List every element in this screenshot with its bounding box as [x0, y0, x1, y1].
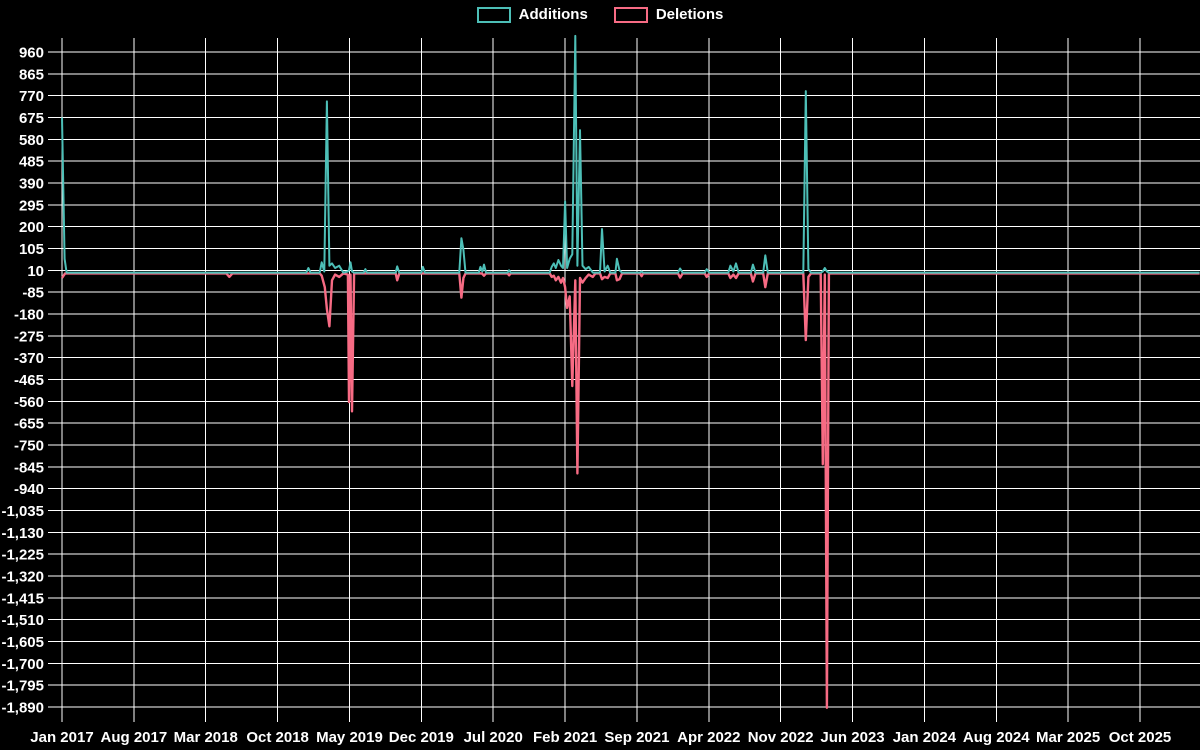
y-tick-label: -465	[14, 372, 44, 389]
y-tick-label: 865	[19, 66, 44, 83]
y-tick-label: -1,700	[1, 656, 44, 673]
y-tick-label: -1,510	[1, 612, 44, 629]
y-tick-label: -1,225	[1, 547, 44, 564]
y-tick-label: -275	[14, 328, 44, 345]
legend-label-deletions: Deletions	[655, 6, 724, 23]
additions-swatch-icon	[476, 6, 511, 23]
legend-item-additions[interactable]: Additions	[476, 6, 588, 23]
y-tick-label: 105	[19, 241, 44, 258]
y-tick-label: 580	[19, 132, 44, 149]
y-tick-label: -560	[14, 394, 44, 411]
chart-legend: Additions Deletions	[0, 6, 1200, 23]
y-tick-label: -1,320	[1, 568, 44, 585]
y-tick-label: 295	[19, 197, 44, 214]
y-tick-label: -1,035	[1, 503, 44, 520]
y-tick-label: -370	[14, 350, 44, 367]
x-tick-label: Apr 2022	[677, 729, 740, 746]
y-tick-label: 10	[27, 263, 44, 280]
y-tick-label: -1,130	[1, 525, 44, 542]
y-tick-label: -1,415	[1, 590, 44, 607]
x-tick-label: Jan 2024	[893, 729, 957, 746]
x-tick-label: Mar 2025	[1036, 729, 1100, 746]
y-tick-label: -1,605	[1, 634, 44, 651]
y-tick-label: -845	[14, 459, 44, 476]
x-tick-label: Nov 2022	[748, 729, 814, 746]
y-tick-label: -1,890	[1, 699, 44, 716]
x-tick-label: Sep 2021	[604, 729, 669, 746]
y-tick-label: -655	[14, 416, 44, 433]
y-tick-label: 675	[19, 110, 44, 127]
x-tick-label: May 2019	[316, 729, 383, 746]
y-tick-label: 200	[19, 219, 44, 236]
x-tick-label: Dec 2019	[389, 729, 454, 746]
x-tick-label: Oct 2018	[246, 729, 309, 746]
x-tick-label: Jan 2017	[30, 729, 93, 746]
legend-item-deletions[interactable]: Deletions	[613, 6, 724, 23]
y-tick-label: -1,795	[1, 678, 44, 695]
y-tick-label: 390	[19, 175, 44, 192]
x-tick-label: Oct 2025	[1109, 729, 1172, 746]
y-tick-label: 960	[19, 45, 44, 62]
x-tick-label: Aug 2024	[963, 729, 1030, 746]
deletions-line	[61, 272, 1200, 710]
x-tick-label: Jul 2020	[464, 729, 523, 746]
y-tick-label: 770	[19, 88, 44, 105]
y-tick-label: -85	[22, 285, 44, 302]
x-tick-label: Jun 2023	[820, 729, 884, 746]
x-tick-label: Mar 2018	[174, 729, 238, 746]
y-tick-label: -180	[14, 306, 44, 323]
y-tick-label: -940	[14, 481, 44, 498]
x-tick-label: Feb 2021	[533, 729, 597, 746]
deletions-swatch-icon	[613, 6, 648, 23]
additions-line	[61, 34, 1200, 274]
x-tick-label: Aug 2017	[101, 729, 168, 746]
y-tick-label: 485	[19, 154, 44, 171]
legend-label-additions: Additions	[518, 6, 588, 23]
y-tick-label: -750	[14, 437, 44, 454]
